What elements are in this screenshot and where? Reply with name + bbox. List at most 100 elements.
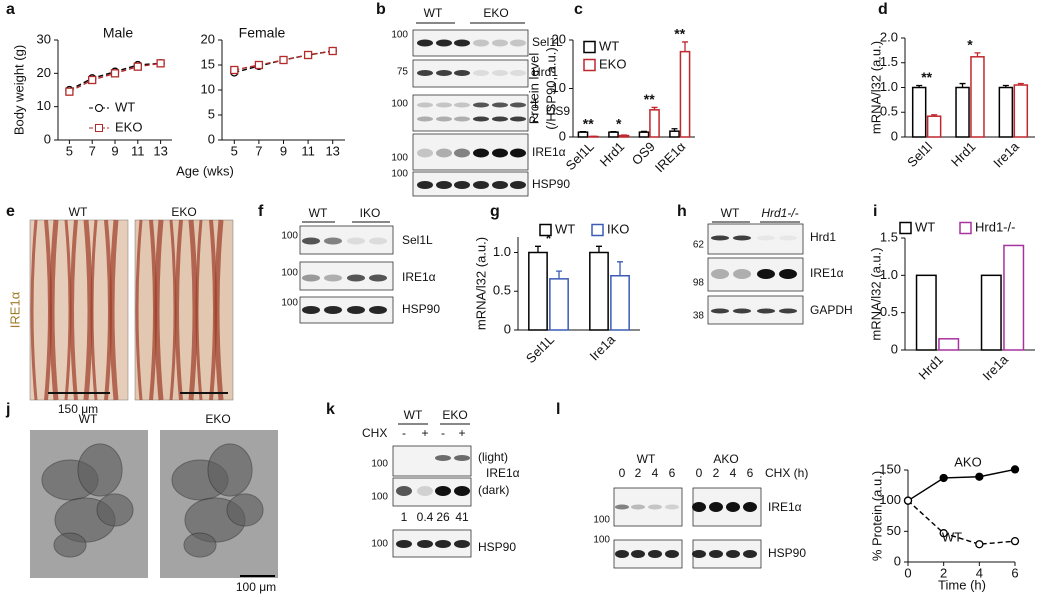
- y-tick-label: 0.5: [493, 283, 511, 298]
- label: 0.4: [417, 510, 434, 524]
- band: [369, 306, 387, 314]
- series-label: AKO: [954, 454, 981, 469]
- band: [510, 102, 526, 108]
- point: [303, 50, 313, 60]
- y-tick-label: 0.5: [880, 104, 898, 119]
- band: [454, 116, 470, 122]
- label: EKO: [483, 6, 508, 20]
- legend-label: WT: [115, 99, 135, 114]
- band: [492, 70, 508, 76]
- band: [436, 70, 452, 76]
- panel-label: e: [6, 203, 15, 220]
- band: [417, 148, 433, 158]
- x-tick-label: 13: [153, 143, 167, 158]
- bar: [915, 274, 937, 351]
- label: WT: [79, 412, 98, 426]
- band-label: IRE1α: [768, 500, 802, 514]
- organoid: [53, 532, 87, 558]
- band: [510, 181, 526, 189]
- panel-label: c: [574, 1, 583, 18]
- tissue: [30, 219, 38, 401]
- series-label: WT: [942, 529, 962, 544]
- band: [733, 235, 751, 241]
- error-bar: [974, 52, 981, 57]
- y-tick-label: 20: [37, 65, 51, 80]
- tissue: [49, 219, 59, 401]
- band: [757, 269, 775, 279]
- point: [65, 87, 74, 96]
- legend-label: WT: [555, 221, 575, 236]
- band: [436, 148, 452, 158]
- y-axis-label: mRNA/l32 (a.u.): [868, 41, 883, 134]
- tissue: [154, 219, 164, 401]
- band-label: 1: [532, 97, 539, 111]
- scale-label: 150 μm: [58, 402, 98, 416]
- band: [369, 237, 387, 245]
- label: AKO: [713, 452, 738, 466]
- x-tick-label: Sel1L: [563, 139, 597, 173]
- mw-marker: 100: [391, 30, 408, 41]
- band: [492, 148, 508, 158]
- label: IKO: [360, 206, 381, 220]
- band: [324, 306, 342, 314]
- band: [779, 308, 797, 314]
- point: [975, 472, 984, 481]
- label: 1: [401, 510, 408, 524]
- series-line: [907, 500, 1016, 545]
- mw-marker: 38: [693, 311, 705, 322]
- band: [743, 502, 757, 512]
- label: CHX (h): [765, 466, 808, 480]
- band: [615, 550, 629, 558]
- bar: [638, 131, 650, 138]
- label: WT: [404, 408, 423, 422]
- band: [454, 455, 470, 461]
- label: WT: [721, 206, 740, 220]
- y-tick-label: 1.5: [880, 54, 898, 69]
- x-tick-label: 6: [1011, 565, 1018, 580]
- mw-marker: 100: [281, 298, 298, 309]
- x-tick-label: 7: [255, 143, 262, 158]
- band: [726, 502, 740, 512]
- error-bar: [671, 128, 678, 132]
- y-tick-label: 20: [201, 31, 215, 46]
- point: [110, 69, 120, 78]
- significance: *: [967, 37, 973, 53]
- legend-marker: [95, 104, 103, 112]
- band: [417, 39, 433, 47]
- x-tick-label: 11: [131, 143, 145, 158]
- organoid: [183, 532, 217, 558]
- point: [254, 60, 264, 70]
- bar: [980, 274, 1002, 351]
- label: WT: [69, 205, 88, 219]
- band-label: IRE1α: [532, 145, 566, 159]
- label: WT: [424, 6, 443, 20]
- panel-label: g: [490, 203, 500, 220]
- band: [417, 181, 433, 189]
- band: [417, 70, 433, 76]
- band: [473, 70, 489, 76]
- band: [726, 550, 740, 558]
- band: [436, 39, 452, 47]
- significance: **: [674, 26, 685, 42]
- band: [492, 102, 508, 108]
- y-tick-label: 30: [37, 31, 51, 46]
- label: WT: [309, 206, 328, 220]
- label: 6: [669, 466, 676, 480]
- y-tick-label: 0: [559, 128, 566, 143]
- band-label: GAPDH: [810, 303, 853, 317]
- x-tick-label: 9: [111, 143, 118, 158]
- panel-label: d: [878, 1, 888, 18]
- label: 2: [635, 466, 642, 480]
- bar: [577, 131, 589, 138]
- band: [510, 116, 526, 122]
- band-label: HSP90: [402, 302, 440, 316]
- x-tick-label: 11: [301, 143, 315, 158]
- bar: [998, 86, 1014, 138]
- point: [1010, 536, 1020, 546]
- panel-label: a: [6, 1, 15, 18]
- organoid: [77, 443, 123, 497]
- x-axis-label: Time (h): [938, 577, 986, 592]
- band: [709, 502, 723, 512]
- significance: **: [921, 69, 932, 85]
- y-axis-label: (/HSP90, a.u.): [543, 47, 558, 129]
